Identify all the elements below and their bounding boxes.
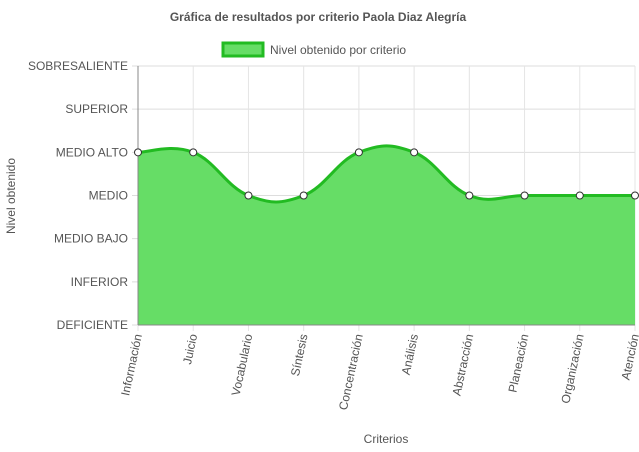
x-tick-label: Juicio	[180, 332, 200, 365]
x-tick-label: Organización	[558, 333, 586, 405]
y-tick-label: SUPERIOR	[65, 102, 128, 116]
data-point[interactable]	[465, 191, 474, 200]
data-point[interactable]	[410, 148, 419, 157]
x-tick-label: Abstracción	[450, 333, 477, 397]
data-point[interactable]	[631, 191, 639, 200]
y-tick-label: SOBRESALIENTE	[28, 59, 128, 73]
legend-label: Nivel obtenido por criterio	[270, 43, 406, 57]
x-tick-label: Concentración	[336, 333, 366, 412]
chart-title: Gráfica de resultados por criterio Paola…	[170, 10, 467, 24]
x-tick-label: Atención	[619, 333, 639, 382]
legend-swatch	[221, 41, 265, 58]
series-line	[137, 144, 635, 204]
x-tick-label: Información	[118, 333, 145, 397]
axes	[137, 66, 635, 326]
series-area	[137, 144, 635, 325]
y-tick-labels: DEFICIENTE INFERIOR MEDIO BAJO MEDIO MEDIO A…	[28, 59, 128, 332]
data-points[interactable]	[134, 148, 639, 200]
y-tick-label: MEDIO BAJO	[54, 232, 128, 246]
x-tick-label: Vocabulario	[229, 332, 256, 397]
legend[interactable]: Nivel obtenido por criterio	[221, 41, 406, 58]
x-axis-label: Criterios	[364, 432, 409, 446]
data-point[interactable]	[354, 148, 363, 157]
y-tick-label: MEDIO	[89, 189, 128, 203]
y-tick-label: DEFICIENTE	[57, 318, 128, 332]
series-area-fill	[138, 145, 635, 325]
data-point[interactable]	[520, 191, 529, 200]
data-point[interactable]	[299, 191, 308, 200]
y-tick-label: MEDIO ALTO	[56, 145, 128, 159]
y-tick-label: INFERIOR	[71, 275, 129, 289]
data-point[interactable]	[189, 148, 198, 157]
y-axis-label: Nivel obtenido	[4, 158, 18, 234]
data-point[interactable]	[575, 191, 584, 200]
x-tick-label: Síntesis	[288, 333, 311, 378]
data-point[interactable]	[244, 191, 253, 200]
x-tick-labels: Información Juicio Vocabulario Síntesis Conc…	[118, 332, 639, 411]
data-point[interactable]	[134, 148, 142, 157]
x-tick-label: Planeación	[505, 333, 531, 394]
x-tick-label: Análisis	[399, 333, 421, 376]
